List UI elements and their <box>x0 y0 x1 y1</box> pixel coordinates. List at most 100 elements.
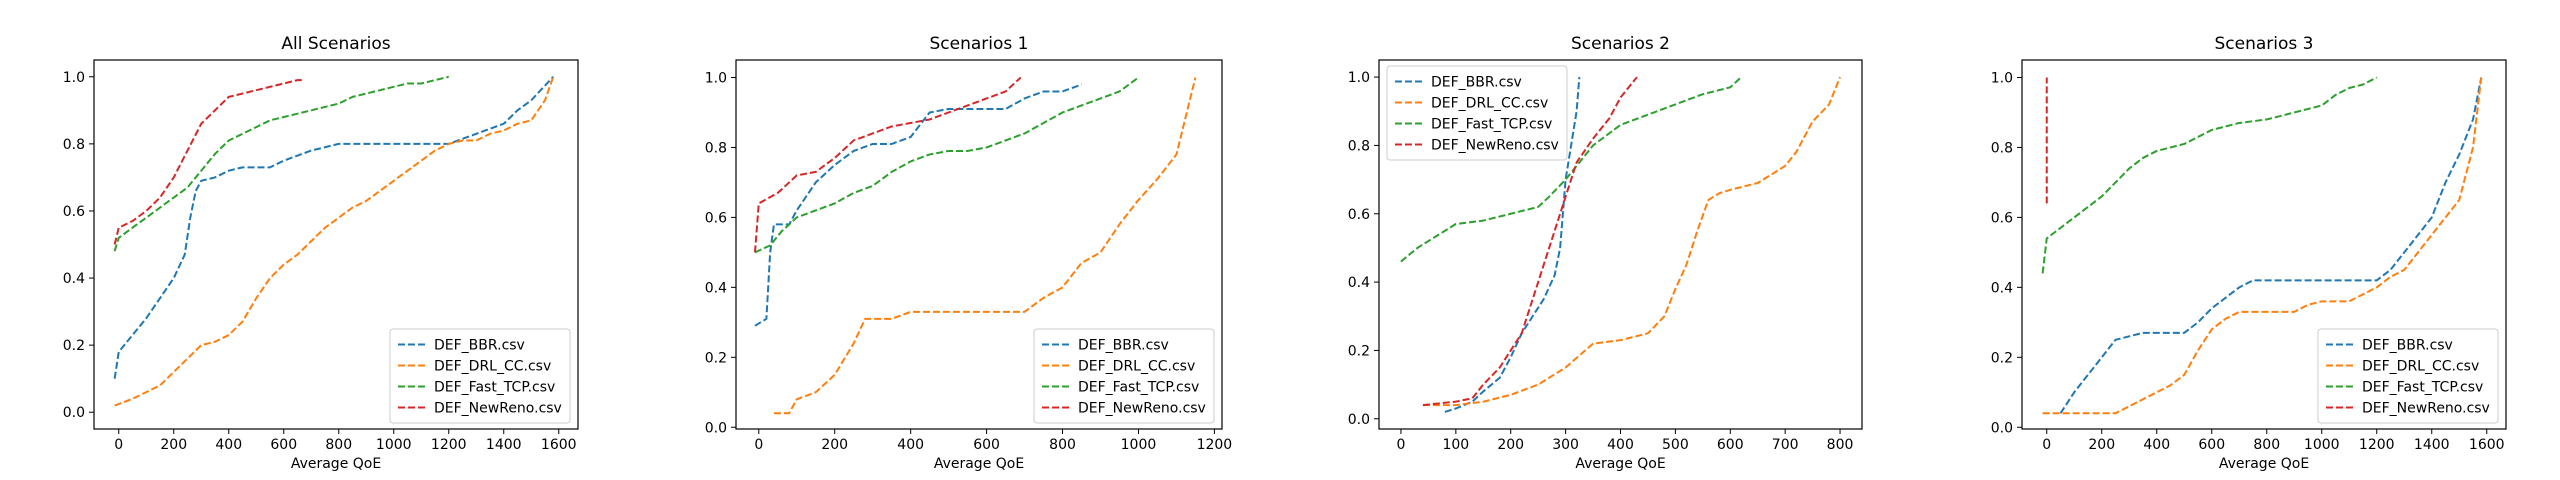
series-line-def-newreno-csv <box>1422 76 1638 407</box>
legend-label: DEF_Fast_TCP.csv <box>1431 117 1552 133</box>
x-tick-label: 1400 <box>486 437 522 453</box>
legend-box <box>2317 328 2499 424</box>
x-tick-label: 1600 <box>541 437 577 453</box>
legend-label: DEF_NewReno.csv <box>434 401 562 417</box>
y-tick-label: 0.0 <box>1991 420 2013 436</box>
y-tick-label: 0.2 <box>705 350 727 366</box>
legend-label: DEF_BBR.csv <box>1431 75 1522 91</box>
legend: DEF_BBR.csv DEF_DRL_CC.csv DEF_Fast_TCP.cs… <box>1033 328 1215 424</box>
x-tick-label: 800 <box>2253 437 2280 453</box>
chart-title: Scenarios 1 <box>930 34 1029 54</box>
chart-panel-2: 0 200 400 600 800 1000 1200 0.0 0.2 0.4 0.6 0.8 1.0 S… <box>705 34 1232 472</box>
series-line-def-drl-cc-csv <box>2042 77 2483 415</box>
x-tick-label: 800 <box>1049 437 1076 453</box>
x-tick-label: 1000 <box>376 437 412 453</box>
legend-label: DEF_BBR.csv <box>2362 338 2453 354</box>
legend: DEF_BBR.csv DEF_DRL_CC.csv DEF_Fast_TCP.cs… <box>1386 65 1568 161</box>
y-tick-label: 1.0 <box>1991 70 2013 86</box>
x-tick-label: 1200 <box>1197 437 1233 453</box>
y-tick-label: 0.4 <box>1348 275 1370 291</box>
x-tick-label: 600 <box>270 437 297 453</box>
series-line-def-bbr-csv <box>113 76 554 379</box>
series-line-def-newreno-csv <box>753 76 1022 253</box>
y-tick-label: 0.6 <box>1348 207 1370 223</box>
series-line-def-fast-tcp-csv <box>2041 76 2378 274</box>
series-line-def-bbr-csv <box>1444 76 1581 413</box>
legend-label: DEF_Fast_TCP.csv <box>2362 380 2483 396</box>
x-axis-label: Average QoE <box>291 456 381 472</box>
x-tick-label: 400 <box>897 437 924 453</box>
series-line-def-fast-tcp-csv <box>754 76 1140 254</box>
y-tick-label: 0.4 <box>1991 280 2013 296</box>
legend: DEF_BBR.csv DEF_DRL_CC.csv DEF_Fast_TCP.cs… <box>2317 328 2499 424</box>
legend-box <box>1386 65 1568 161</box>
y-tick-label: 0.2 <box>63 338 85 354</box>
series-line-def-drl-cc-csv <box>1422 76 1841 407</box>
x-tick-label: 200 <box>1497 437 1524 453</box>
y-tick-label: 1.0 <box>1348 70 1370 86</box>
chart-title: Scenarios 2 <box>1571 34 1670 54</box>
x-tick-label: 1000 <box>2304 437 2340 453</box>
x-tick-label: 0 <box>1396 437 1405 453</box>
legend-label: DEF_DRL_CC.csv <box>1431 96 1548 112</box>
y-tick-label: 0.8 <box>63 137 85 153</box>
chart-panel-1: 0 200 400 600 800 1000 1200 1400 1600 0.0 0.2 0.4 0.… <box>63 34 579 472</box>
legend-label: DEF_Fast_TCP.csv <box>434 380 555 396</box>
legend-label: DEF_DRL_CC.csv <box>1078 359 1195 375</box>
x-tick-label: 0 <box>2042 437 2051 453</box>
x-tick-label: 400 <box>2143 437 2170 453</box>
series-line-def-fast-tcp-csv <box>1400 76 1742 263</box>
y-tick-label: 0.2 <box>1991 350 2013 366</box>
y-tick-label: 1.0 <box>705 70 727 86</box>
series-line-def-drl-cc-csv <box>114 76 555 407</box>
y-tick-label: 0.6 <box>705 210 727 226</box>
x-tick-label: 800 <box>1827 437 1854 453</box>
y-tick-label: 0.0 <box>705 420 727 436</box>
plot-frame <box>735 59 1223 430</box>
x-axis-label: Average QoE <box>934 456 1024 472</box>
legend-label: DEF_DRL_CC.csv <box>434 359 551 375</box>
y-tick-label: 0.8 <box>1991 140 2013 156</box>
x-tick-label: 0 <box>114 437 123 453</box>
y-tick-label: 0.0 <box>63 405 85 421</box>
x-tick-label: 800 <box>325 437 352 453</box>
legend-label: DEF_BBR.csv <box>1078 338 1169 354</box>
legend-label: DEF_NewReno.csv <box>1078 401 1206 417</box>
x-tick-label: 200 <box>160 437 187 453</box>
legend-label: DEF_NewReno.csv <box>1431 138 1559 154</box>
x-tick-label: 200 <box>821 437 848 453</box>
series-line-def-fast-tcp-csv <box>113 75 449 252</box>
series-line-def-drl-cc-csv <box>773 77 1197 415</box>
y-tick-label: 0.8 <box>705 140 727 156</box>
x-tick-label: 100 <box>1442 437 1469 453</box>
legend-label: DEF_Fast_TCP.csv <box>1078 380 1199 396</box>
y-tick-label: 0.6 <box>1991 210 2013 226</box>
legend-box <box>389 328 571 424</box>
series-line-def-bbr-csv <box>754 83 1082 327</box>
y-tick-label: 0.6 <box>63 204 85 220</box>
x-tick-label: 700 <box>1772 437 1799 453</box>
x-tick-label: 400 <box>1607 437 1634 453</box>
y-tick-label: 0.4 <box>705 280 727 296</box>
y-tick-label: 0.8 <box>1348 138 1370 154</box>
x-tick-label: 400 <box>215 437 242 453</box>
chart-title: All Scenarios <box>281 34 390 54</box>
chart-panel-4: 0 200 400 600 800 1000 1200 1400 1600 0.0 0.2 0.4 0.… <box>1991 34 2507 472</box>
legend-label: DEF_DRL_CC.csv <box>2362 359 2479 375</box>
x-tick-label: 1600 <box>2469 437 2505 453</box>
y-tick-label: 0.4 <box>63 271 85 287</box>
plot-frame <box>2021 59 2507 430</box>
x-tick-label: 500 <box>1662 437 1689 453</box>
series-line-def-bbr-csv <box>2059 77 2483 414</box>
x-tick-label: 600 <box>1717 437 1744 453</box>
y-tick-label: 0.0 <box>1348 412 1370 428</box>
y-tick-label: 1.0 <box>63 70 85 86</box>
plot-frame <box>93 59 579 430</box>
legend-box <box>1033 328 1215 424</box>
x-axis-label: Average QoE <box>2219 456 2309 472</box>
y-tick-label: 0.2 <box>1348 343 1370 359</box>
legend-label: DEF_NewReno.csv <box>2362 401 2490 417</box>
x-tick-label: 200 <box>2088 437 2115 453</box>
x-axis-label: Average QoE <box>1575 456 1665 472</box>
